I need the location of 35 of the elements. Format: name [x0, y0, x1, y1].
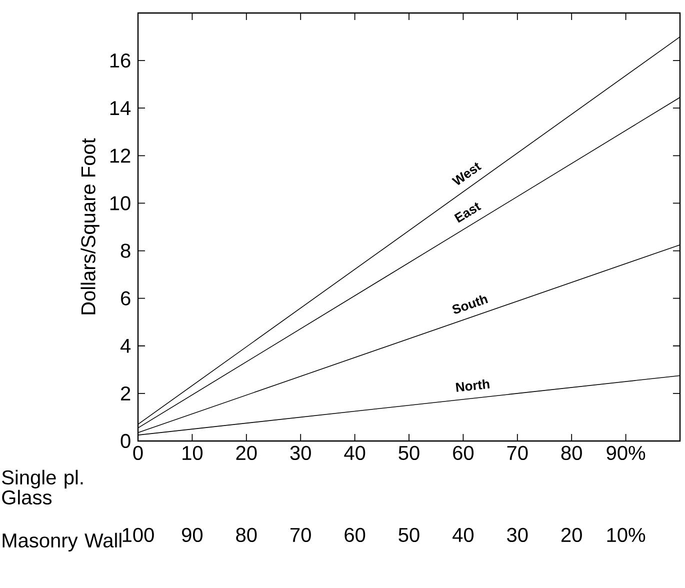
x2-tick-label: 90 [182, 528, 203, 542]
x2-tick-label: 30 [507, 528, 528, 542]
x-tick-label: 60 [453, 446, 474, 460]
y-tick-label: 4 [120, 339, 131, 353]
x-tick-label: 80 [561, 446, 582, 460]
x2-tick-label: 40 [452, 528, 474, 542]
x-tick-label: 30 [290, 446, 311, 460]
y-tick-label: 14 [110, 101, 131, 115]
x-tick-label: 0 [133, 446, 143, 460]
x-tick-label: 10 [182, 446, 203, 460]
x2-tick-label: 100 [122, 528, 154, 542]
y-tick-label: 8 [120, 244, 130, 258]
text: East [454, 202, 482, 223]
x-tick-label: 20 [236, 446, 257, 460]
y-tick-label: 16 [110, 53, 130, 68]
x2-tick-label: 50 [398, 528, 420, 542]
x-tick-label: 70 [507, 446, 528, 460]
x2-tick-label: 20 [561, 528, 582, 542]
text: North [456, 379, 490, 392]
x-tick-label: 40 [344, 446, 366, 460]
x-axis-title: Single pl. Glass [2, 470, 83, 505]
x2-axis-title: Masonry Wall [2, 532, 122, 552]
x2-tick-label: 70 [290, 528, 311, 542]
y-axis-title: Dollars/Square Foot [80, 138, 100, 314]
y-tick-label: 0 [120, 434, 130, 448]
x2-tick-label: 10% [607, 528, 646, 542]
y-tick-label: 6 [121, 291, 130, 306]
y-tick-label: 2 [121, 386, 130, 400]
x2-tick-label: 80 [236, 528, 257, 542]
text: South [452, 295, 488, 314]
x-tick-label: 90% [606, 446, 646, 460]
x2-tick-label: 60 [344, 528, 366, 542]
y-tick-label: 12 [110, 148, 130, 163]
x-tick-label: 50 [398, 446, 420, 460]
y-tick-label: 10 [110, 196, 130, 210]
